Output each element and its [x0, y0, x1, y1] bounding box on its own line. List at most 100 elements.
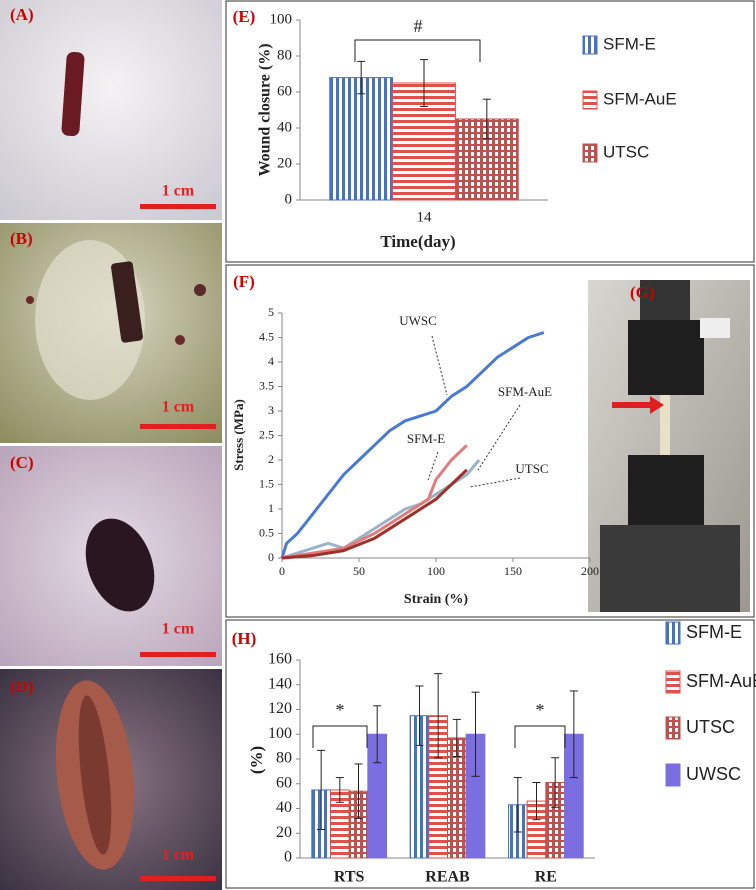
photo-label: (A)	[10, 5, 34, 24]
y-axis-label: (%)	[247, 746, 266, 774]
y-axis-label: Wound closure (%)	[257, 43, 274, 176]
y-tick-label: 4.5	[259, 329, 274, 343]
legend-label: UWSC	[686, 764, 741, 784]
y-tick-label: 3	[268, 403, 274, 417]
legend-swatch	[582, 90, 598, 110]
line	[281, 468, 468, 560]
x-tick-label: 50	[353, 564, 365, 578]
scale-label: 1 cm	[162, 847, 195, 864]
bracket	[312, 725, 368, 748]
line	[281, 459, 481, 560]
photo-label: (G)	[630, 283, 655, 302]
x-tick-label: 14	[417, 209, 433, 225]
photo-label: (C)	[10, 453, 34, 472]
error-bar	[373, 705, 382, 764]
y-tick-label: 40	[277, 119, 292, 135]
annotation: #	[414, 16, 423, 36]
y-tick-label: 40	[276, 799, 292, 816]
y-tick-label: 1.5	[259, 476, 274, 490]
x-tick-label: 200	[581, 564, 599, 578]
error-bar	[415, 685, 424, 746]
error-bar	[452, 718, 461, 758]
scale-label: 1 cm	[162, 621, 195, 638]
y-tick-label: 4	[268, 354, 274, 368]
y-tick-label: 60	[277, 83, 292, 99]
pointer	[469, 477, 521, 488]
y-tick-label: 100	[268, 725, 292, 742]
y-tick-label: 160	[268, 651, 292, 668]
pointer	[477, 404, 521, 471]
legend-label: SFM-E	[603, 34, 656, 53]
legend-label: SFM-E	[686, 622, 742, 642]
y-tick-label: 2.5	[259, 427, 274, 441]
x-tick-label: RE	[535, 869, 557, 886]
x-tick-label: 0	[279, 564, 285, 578]
annotation: SFM-E	[407, 431, 445, 446]
error-bar	[569, 690, 578, 779]
x-tick-label: 150	[504, 564, 522, 578]
y-tick-label: 2	[268, 452, 274, 466]
bar	[329, 77, 394, 201]
scale-label: 1 cm	[162, 183, 195, 200]
y-tick-label: 100	[270, 11, 293, 27]
y-tick-label: 0	[268, 550, 274, 564]
pointer	[431, 335, 448, 396]
legend-swatch	[665, 670, 681, 694]
legend-swatch	[665, 621, 681, 645]
annotation: UTSC	[515, 461, 548, 476]
scale-label: 1 cm	[162, 399, 195, 416]
photo-label: (B)	[10, 229, 33, 248]
bracket	[354, 39, 481, 62]
legend-swatch	[582, 35, 598, 55]
y-axis-label: Stress (MPa)	[231, 399, 246, 471]
annotation: *	[336, 700, 345, 720]
legend-label: SFM-AuE	[686, 671, 756, 691]
error-bar	[357, 60, 366, 95]
y-tick-label: 5	[268, 305, 274, 319]
legend-swatch	[665, 763, 681, 787]
legend-swatch	[582, 143, 598, 163]
annotation: *	[536, 700, 545, 720]
annotation: UWSC	[399, 313, 437, 328]
photo-g: (G)	[588, 280, 750, 612]
x-axis-label: Time(day)	[380, 232, 455, 251]
y-tick-label: 80	[276, 750, 292, 767]
legend-swatch	[665, 716, 681, 740]
panel-frame	[225, 264, 755, 618]
error-bar	[317, 749, 326, 831]
panel-label: (H)	[232, 629, 257, 648]
x-tick-label: RTS	[334, 869, 365, 886]
panel-frame	[225, 619, 755, 889]
legend-label: UTSC	[603, 142, 649, 161]
y-tick-label: 0	[285, 191, 293, 207]
y-tick-label: 20	[277, 155, 292, 171]
legend-label: SFM-AuE	[603, 89, 677, 108]
line	[280, 331, 545, 559]
photo-label: (D)	[10, 677, 34, 696]
y-tick-label: 80	[277, 47, 292, 63]
panel-frame	[225, 0, 755, 263]
y-tick-label: 120	[268, 700, 292, 717]
x-axis-label: Strain (%)	[404, 592, 469, 607]
y-tick-label: 3.5	[259, 378, 274, 392]
y-tick-label: 60	[276, 774, 292, 791]
line	[281, 444, 468, 560]
annotation: SFM-AuE	[498, 384, 552, 399]
photo-b: (B) 1 cm	[0, 223, 222, 443]
x-tick-label: 100	[427, 564, 445, 578]
error-bar	[532, 782, 541, 821]
error-bar	[420, 59, 428, 107]
error-bar	[551, 757, 560, 808]
y-tick-label: 140	[268, 675, 292, 692]
photo-d: (D) 1 cm	[0, 669, 222, 890]
y-tick-label: 1	[268, 501, 274, 515]
y-tick-label: 20	[276, 824, 292, 841]
error-bar	[434, 673, 443, 759]
photo-c: (C) 1 cm	[0, 446, 222, 666]
error-bar	[482, 98, 491, 140]
x-tick-label: REAB	[425, 869, 470, 886]
panel-label: (F)	[233, 272, 255, 291]
panel-label: (E)	[233, 7, 256, 26]
bracket	[514, 725, 566, 748]
error-bar	[354, 763, 363, 819]
